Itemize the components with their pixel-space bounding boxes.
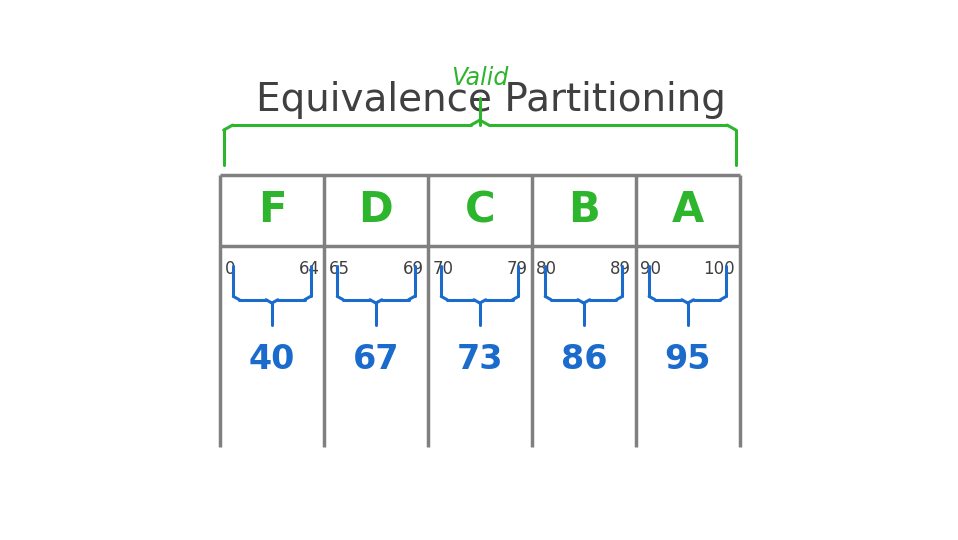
- Text: 70: 70: [432, 260, 453, 278]
- Text: 86: 86: [560, 343, 607, 376]
- Text: B: B: [568, 190, 600, 231]
- Text: 67: 67: [353, 343, 399, 376]
- Text: 69: 69: [402, 260, 423, 278]
- Text: 79: 79: [507, 260, 527, 278]
- Text: 0: 0: [224, 260, 235, 278]
- Text: 89: 89: [610, 260, 631, 278]
- Text: 73: 73: [457, 343, 503, 376]
- Text: 95: 95: [665, 343, 711, 376]
- Text: A: A: [672, 190, 704, 231]
- Text: 90: 90: [640, 260, 661, 278]
- Text: 64: 64: [299, 260, 319, 278]
- Text: 80: 80: [536, 260, 558, 278]
- Text: 100: 100: [703, 260, 735, 278]
- Text: D: D: [358, 190, 393, 231]
- Text: F: F: [258, 190, 286, 231]
- Text: C: C: [465, 190, 495, 231]
- Text: Equivalence Partitioning: Equivalence Partitioning: [256, 82, 726, 119]
- Text: 65: 65: [329, 260, 350, 278]
- Text: Valid: Valid: [451, 66, 509, 90]
- Text: 40: 40: [249, 343, 295, 376]
